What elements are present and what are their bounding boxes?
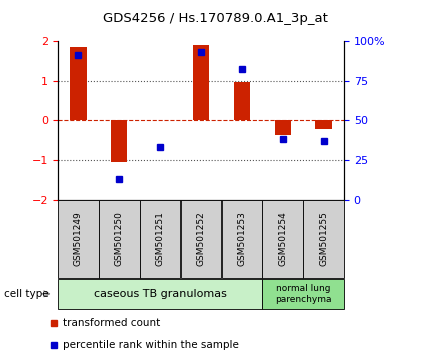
Bar [193, 45, 209, 120]
Text: GSM501254: GSM501254 [278, 212, 287, 266]
Text: GSM501253: GSM501253 [237, 211, 246, 267]
FancyBboxPatch shape [303, 200, 344, 278]
FancyBboxPatch shape [58, 279, 262, 309]
Text: normal lung
parenchyma: normal lung parenchyma [275, 284, 332, 303]
FancyBboxPatch shape [58, 200, 99, 278]
FancyBboxPatch shape [262, 200, 303, 278]
FancyBboxPatch shape [140, 200, 181, 278]
FancyBboxPatch shape [221, 200, 262, 278]
Text: GSM501255: GSM501255 [319, 211, 328, 267]
Bar [315, 120, 332, 129]
Text: GDS4256 / Hs.170789.0.A1_3p_at: GDS4256 / Hs.170789.0.A1_3p_at [103, 12, 327, 25]
Text: GSM501249: GSM501249 [74, 212, 83, 266]
Bar [70, 47, 86, 120]
Text: transformed count: transformed count [63, 318, 160, 329]
FancyBboxPatch shape [262, 279, 344, 309]
Text: percentile rank within the sample: percentile rank within the sample [63, 339, 239, 350]
Text: cell type: cell type [4, 289, 49, 299]
Bar [274, 120, 291, 136]
Text: caseous TB granulomas: caseous TB granulomas [94, 289, 227, 299]
Text: GSM501251: GSM501251 [156, 211, 165, 267]
FancyBboxPatch shape [99, 200, 140, 278]
FancyBboxPatch shape [181, 200, 221, 278]
Bar [233, 82, 250, 120]
Bar [111, 120, 127, 162]
Text: GSM501252: GSM501252 [197, 212, 206, 266]
Text: GSM501250: GSM501250 [115, 211, 124, 267]
